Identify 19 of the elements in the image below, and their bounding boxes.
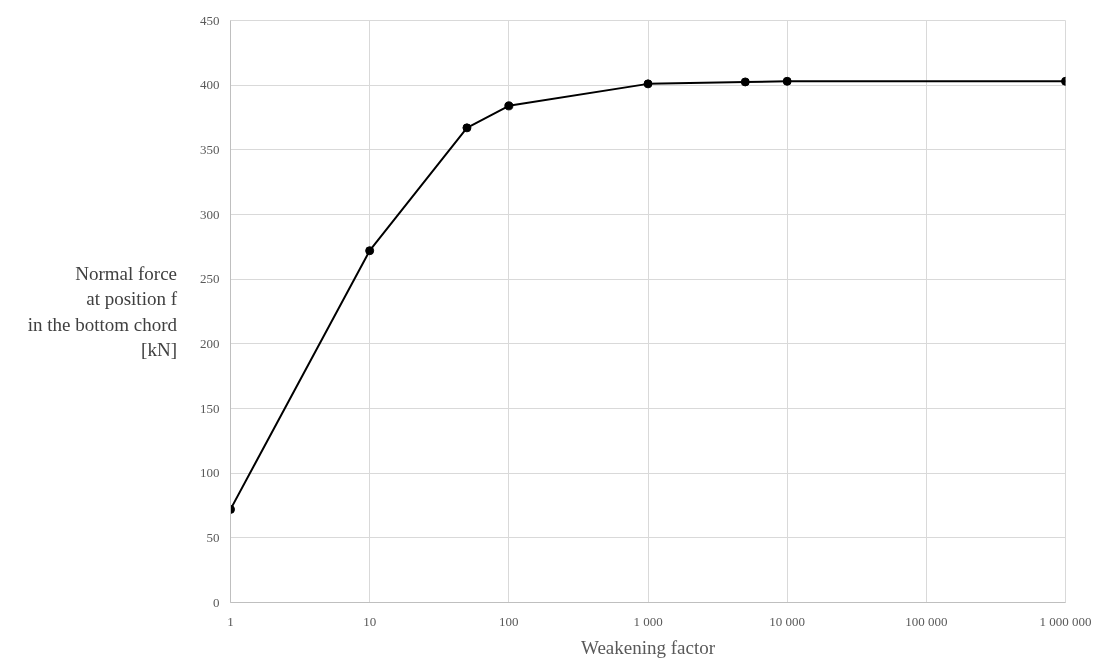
y-tick-label: 50 — [206, 529, 220, 545]
y-tick-label: 0 — [213, 594, 220, 610]
y-tick-label: 100 — [200, 465, 220, 481]
y-tick-label: 450 — [200, 12, 220, 28]
y-tick-label: 400 — [200, 77, 220, 93]
y-axis-title: Normal force at position f in the bottom chord [kN] — [27, 263, 178, 360]
x-tick-label: 1 000 000 — [1039, 613, 1092, 629]
x-axis-title: Weakening factor — [580, 636, 716, 658]
x-tick-label: 1 — [227, 613, 234, 629]
x-tick-label: 1 000 — [633, 613, 663, 629]
y-tick-label: 200 — [200, 335, 220, 351]
x-tick-label: 10 000 — [769, 613, 806, 629]
y-tick-label: 350 — [200, 141, 220, 157]
y-tick-label: 300 — [200, 206, 220, 222]
x-tick-label: 10 — [363, 613, 377, 629]
y-tick-label: 250 — [200, 271, 220, 287]
x-tick-label: 100 — [499, 613, 519, 629]
x-tick-label: 100 000 — [905, 613, 948, 629]
y-tick-label: 150 — [200, 400, 220, 416]
